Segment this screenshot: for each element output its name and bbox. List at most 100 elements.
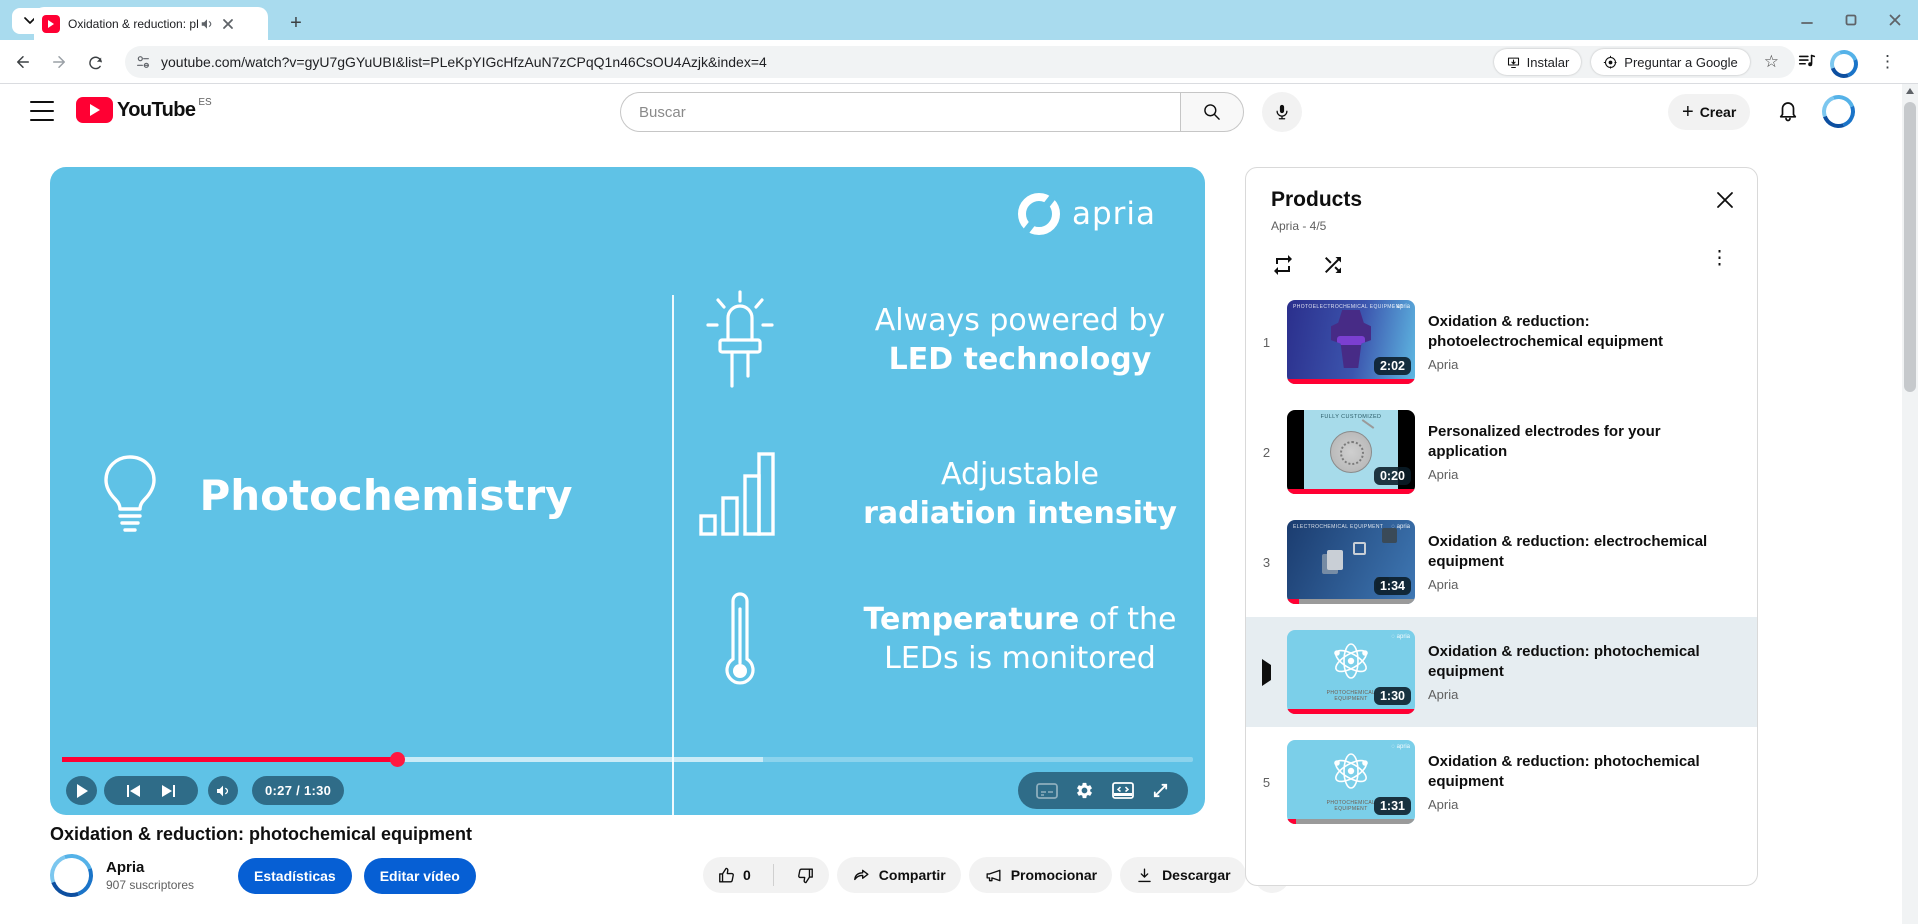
- media-extension-icon[interactable]: [1796, 50, 1818, 72]
- feature-temperature: Temperature of the LEDs is monitored: [680, 579, 1205, 699]
- playlist-item-index: 3: [1262, 554, 1271, 570]
- playlist-item-channel[interactable]: Apria: [1428, 467, 1459, 482]
- tab-close-icon[interactable]: [222, 18, 234, 30]
- buffer-bar: [62, 757, 764, 762]
- window-maximize-button[interactable]: [1836, 8, 1866, 32]
- notifications-bell-icon[interactable]: [1776, 98, 1800, 122]
- share-button[interactable]: Compartir: [836, 857, 961, 893]
- channel-name[interactable]: Apria: [106, 859, 145, 876]
- browser-tab[interactable]: Oxidation & reduction: pho: [34, 7, 268, 40]
- playlist-item-index: 5: [1262, 774, 1271, 790]
- create-label: Crear: [1699, 104, 1737, 120]
- back-button[interactable]: [8, 47, 38, 77]
- mini-apria-logo: ◌ apria: [1391, 524, 1410, 530]
- playlist-item-thumbnail[interactable]: ◌ apria PHOTOCHEMICAL EQUIPMENT 1:30: [1287, 630, 1415, 714]
- playlist-item-3[interactable]: 3 ELECTROCHEMICAL EQUIPMENT ◌ apria 1:34 Oxi…: [1246, 507, 1757, 617]
- playlist-item-thumbnail[interactable]: ◌ apria PHOTOCHEMICAL EQUIPMENT 1:31: [1287, 740, 1415, 824]
- thumbnail-caption: FULLY CUSTOMIZED: [1320, 414, 1382, 420]
- bookmark-star-icon[interactable]: ☆: [1763, 52, 1779, 71]
- hamburger-menu-icon[interactable]: [30, 101, 54, 121]
- lightbulb-icon: [99, 453, 161, 537]
- voice-search-button[interactable]: [1262, 92, 1302, 132]
- youtube-region-code: ES: [198, 97, 212, 108]
- youtube-wordmark: YouTube: [117, 99, 196, 121]
- playlist-item-title[interactable]: Personalized electrodes for your applica…: [1428, 423, 1661, 460]
- shuffle-playlist-icon[interactable]: [1321, 253, 1345, 277]
- browser-profile-avatar[interactable]: [1825, 45, 1863, 83]
- url-bar[interactable]: youtube.com/watch?v=gyU7gGYuUBI&list=PLe…: [125, 46, 1795, 78]
- playlist-item-5[interactable]: 5 ◌ apria PHOTOCHEMICAL EQUIPMENT 1:31 Oxida…: [1246, 727, 1757, 837]
- download-button[interactable]: Descargar: [1120, 857, 1246, 893]
- playlist-item-channel[interactable]: Apria: [1428, 797, 1459, 812]
- volume-button[interactable]: [208, 776, 238, 805]
- video-actions-row: 0 Compartir Promocionar Descargar •••: [703, 857, 1290, 893]
- watch-progress-bar: [1287, 599, 1415, 604]
- new-tab-button[interactable]: +: [290, 11, 302, 34]
- playlist-item-title[interactable]: Oxidation & reduction: photochemical equ…: [1428, 753, 1700, 790]
- page-scrollbar[interactable]: [1902, 84, 1918, 924]
- slide-left-section: Photochemistry: [50, 445, 622, 545]
- playlist-item-channel[interactable]: Apria: [1428, 687, 1459, 702]
- create-button[interactable]: + Crear: [1668, 94, 1751, 130]
- site-info-icon[interactable]: [135, 54, 151, 70]
- playlist-subtitle: Apria - 4/5: [1271, 219, 1327, 233]
- atom-graphic: [1334, 643, 1368, 679]
- previous-video-button[interactable]: [126, 784, 142, 798]
- playlist-item-2[interactable]: 2 FULLY CUSTOMIZED 0:20 Personalized electr…: [1246, 397, 1757, 507]
- tab-audio-icon[interactable]: [200, 17, 214, 31]
- progress-scrubber[interactable]: [389, 752, 405, 767]
- playlist-item-1[interactable]: 1 PHOTOELECTROCHEMICAL EQUIPMENT ◌ apria 2:…: [1246, 287, 1757, 397]
- next-video-button[interactable]: [160, 784, 176, 798]
- channel-avatar[interactable]: [42, 846, 101, 905]
- window-minimize-button[interactable]: [1792, 8, 1822, 32]
- video-progress-bar[interactable]: [62, 752, 1193, 767]
- thumbnail-caption: PHOTOCHEMICAL EQUIPMENT: [1326, 690, 1376, 702]
- search-button[interactable]: [1180, 92, 1244, 132]
- account-avatar[interactable]: [1816, 89, 1861, 134]
- window-close-button[interactable]: [1880, 8, 1910, 32]
- feature-intensity-line1: Adjustable: [941, 457, 1099, 492]
- video-player[interactable]: apria Photochemistry Always powered by L…: [50, 167, 1205, 815]
- scrollbar-up-arrow[interactable]: [1906, 88, 1914, 94]
- chip-graphic: [1327, 550, 1343, 570]
- edit-video-button[interactable]: Editar vídeo: [363, 857, 476, 894]
- channel-row: Apria 907 suscriptores Estadísticas Edit…: [42, 846, 476, 905]
- fullscreen-icon[interactable]: [1151, 781, 1170, 800]
- playlist-item-title[interactable]: Oxidation & reduction: photoelectrochemi…: [1428, 313, 1664, 350]
- dislike-button[interactable]: [782, 857, 829, 893]
- playlist-item-title[interactable]: Oxidation & reduction: electrochemical e…: [1428, 533, 1708, 570]
- ask-google-button[interactable]: Preguntar a Google: [1591, 49, 1750, 75]
- playlist-panel: Products Apria - 4/5 ⋮ 1 PHOTOELECTROCHEM…: [1245, 167, 1758, 886]
- playlist-item-4[interactable]: ◌ apria PHOTOCHEMICAL EQUIPMENT 1:30 Oxidat…: [1246, 617, 1757, 727]
- time-text: 0:27 / 1:30: [265, 783, 332, 798]
- feature-led-line1: Always powered by: [874, 303, 1166, 338]
- chip-graphic: [1353, 542, 1366, 555]
- playlist-item-thumbnail[interactable]: ELECTROCHEMICAL EQUIPMENT ◌ apria 1:34: [1287, 520, 1415, 604]
- play-button[interactable]: [66, 776, 97, 805]
- promote-button[interactable]: Promocionar: [968, 857, 1113, 893]
- reload-button[interactable]: [80, 47, 110, 77]
- settings-gear-icon[interactable]: [1075, 781, 1094, 800]
- playlist-item-title[interactable]: Oxidation & reduction: photochemical equ…: [1428, 643, 1700, 680]
- youtube-logo[interactable]: YouTube ES: [76, 97, 212, 123]
- loop-playlist-icon[interactable]: [1271, 253, 1295, 277]
- playlist-item-thumbnail[interactable]: FULLY CUSTOMIZED 0:20: [1287, 410, 1415, 494]
- scrollbar-thumb[interactable]: [1904, 102, 1916, 392]
- playlist-item-channel[interactable]: Apria: [1428, 577, 1459, 592]
- like-button[interactable]: 0: [703, 857, 765, 893]
- feature-led-text: Always powered by LED technology: [800, 301, 1205, 379]
- stats-button[interactable]: Estadísticas: [238, 857, 352, 894]
- install-button[interactable]: Instalar: [1493, 49, 1582, 75]
- video-title: Oxidation & reduction: photochemical equ…: [50, 824, 473, 844]
- browser-menu-kebab-icon[interactable]: ⋮: [1879, 52, 1896, 71]
- miniplayer-icon[interactable]: [1111, 782, 1134, 799]
- search-input[interactable]: [620, 92, 1180, 132]
- subtitles-icon[interactable]: [1035, 782, 1058, 799]
- url-text[interactable]: youtube.com/watch?v=gyU7gGYuUBI&list=PLe…: [161, 54, 767, 70]
- like-count: 0: [743, 867, 751, 883]
- playlist-item-channel[interactable]: Apria: [1428, 357, 1459, 372]
- forward-button[interactable]: [44, 47, 74, 77]
- playlist-menu-kebab-icon[interactable]: ⋮: [1710, 248, 1729, 269]
- playlist-item-thumbnail[interactable]: PHOTOELECTROCHEMICAL EQUIPMENT ◌ apria 2:0…: [1287, 300, 1415, 384]
- playlist-close-icon[interactable]: [1715, 190, 1735, 210]
